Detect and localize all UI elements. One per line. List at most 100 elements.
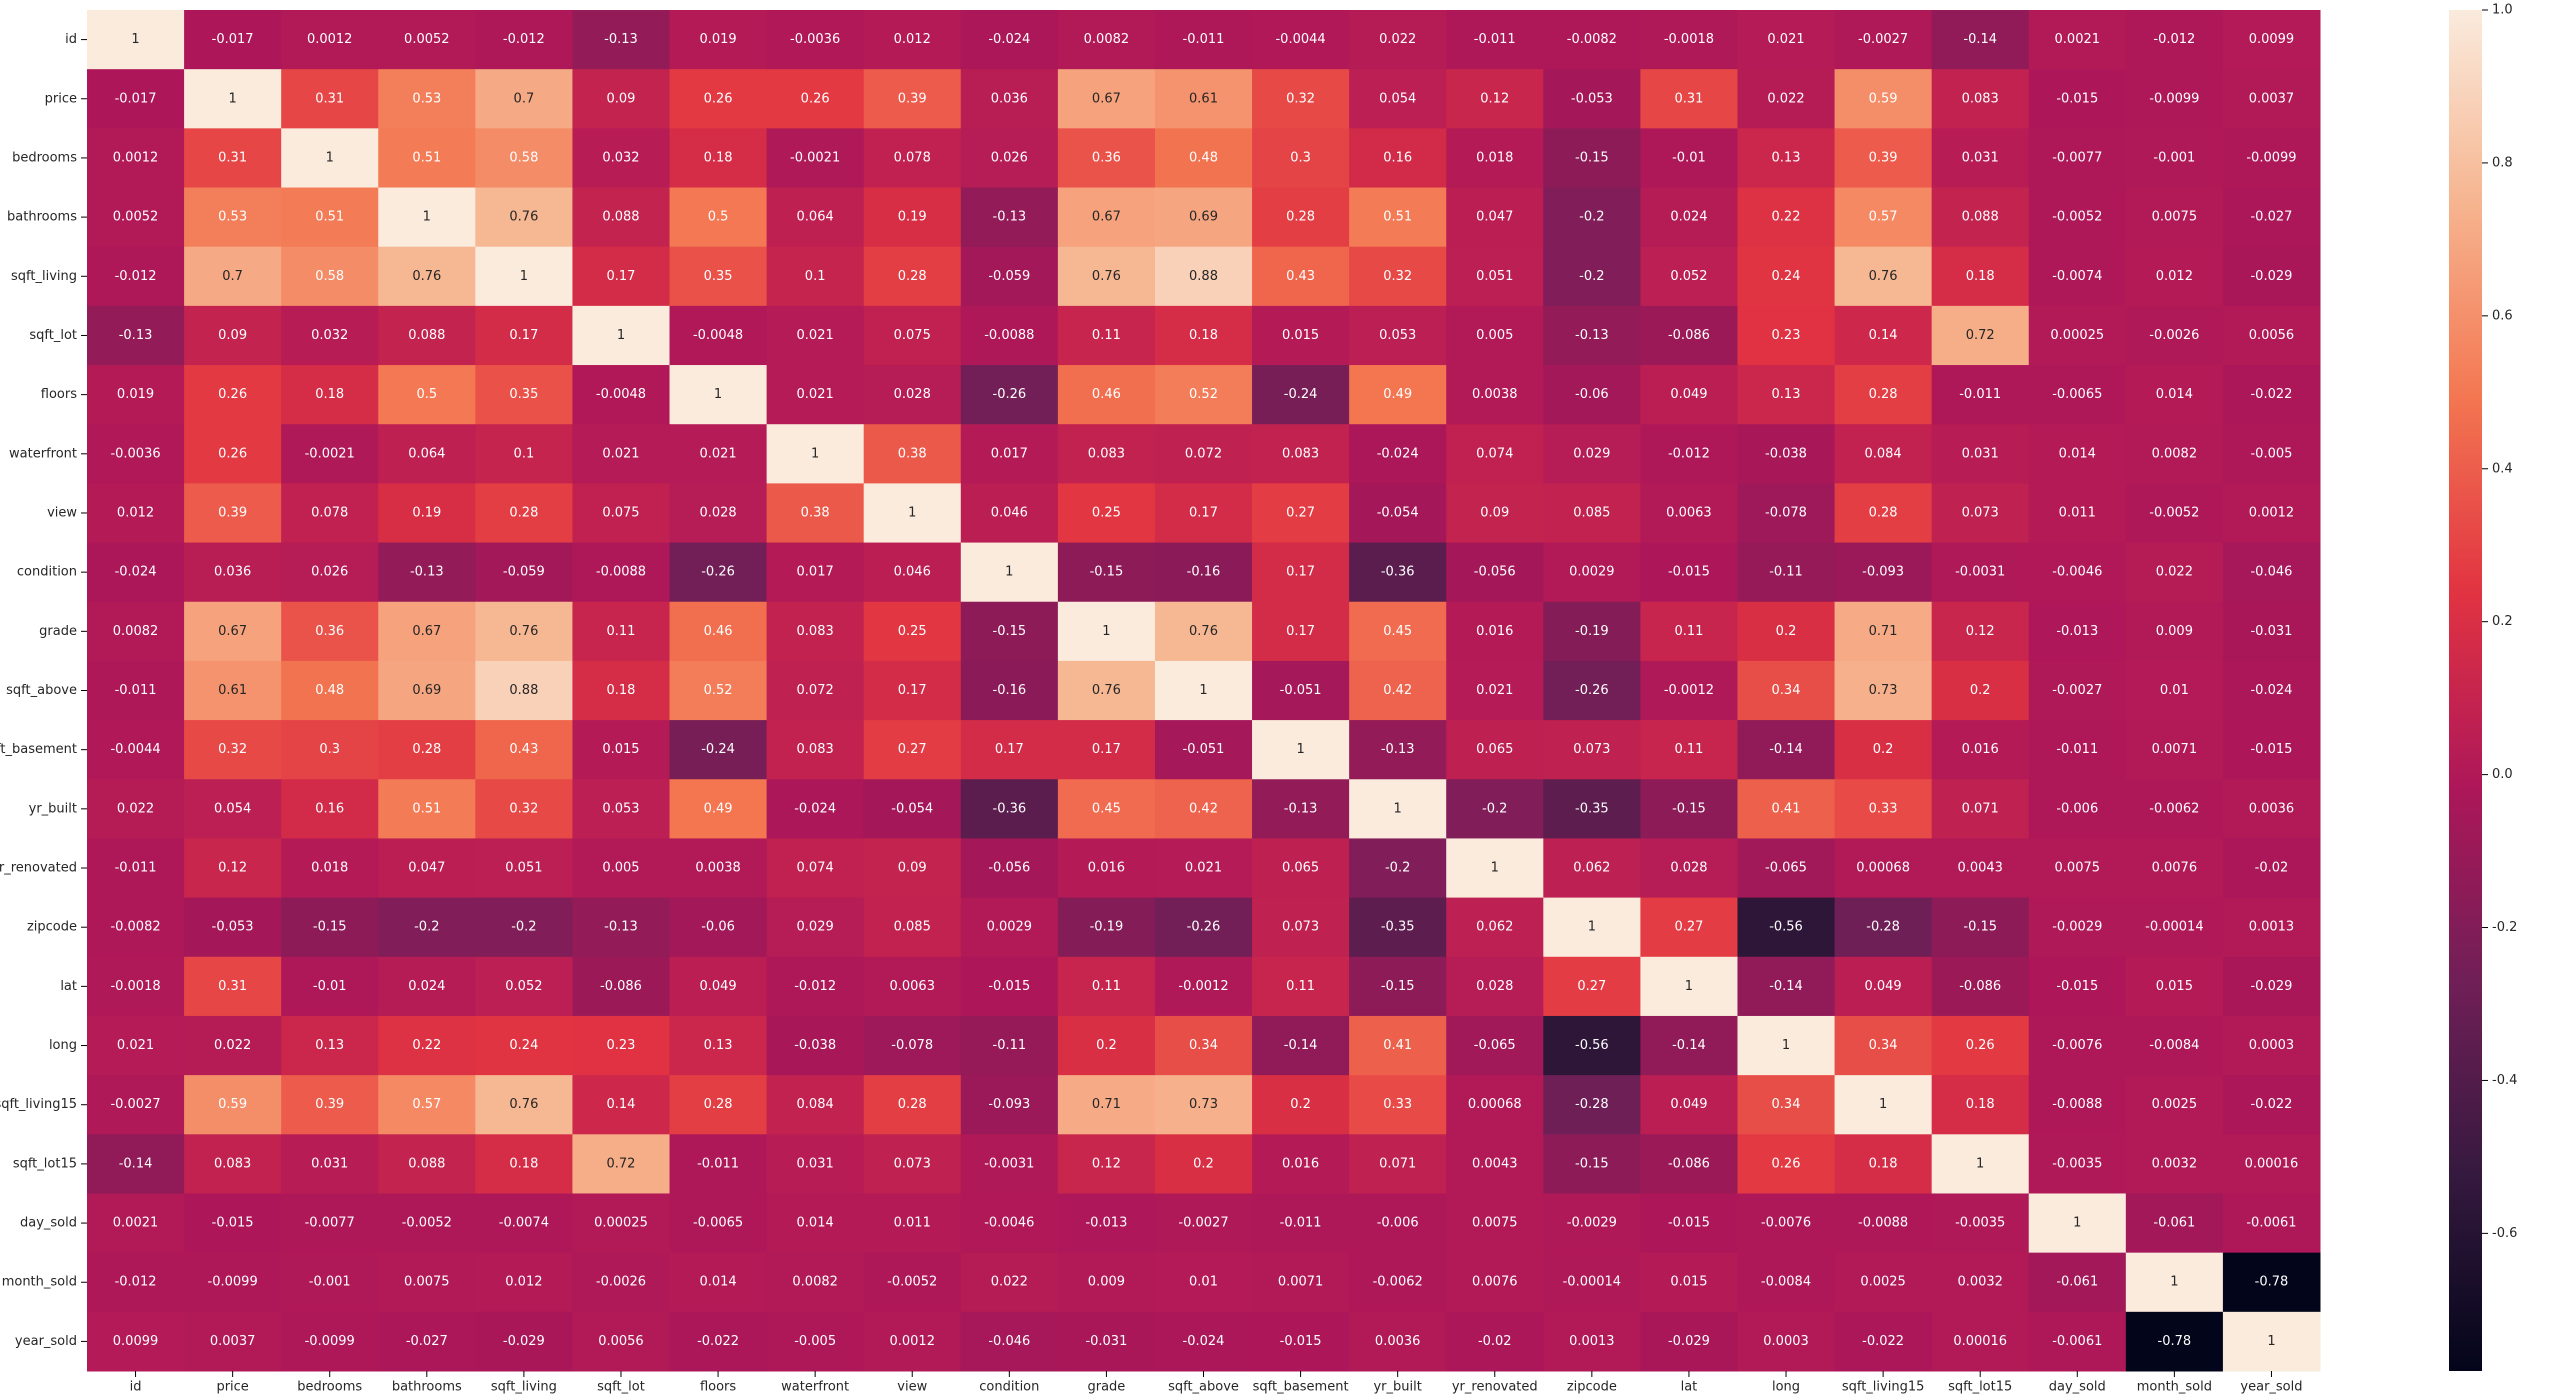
heatmap-cell xyxy=(1057,779,1156,839)
cell-label: 0.073 xyxy=(1962,505,1999,520)
heatmap-cell xyxy=(766,660,865,721)
heatmap-cell xyxy=(475,424,573,484)
cell-label: 0.074 xyxy=(1476,446,1513,461)
heatmap-cell xyxy=(475,956,573,1017)
cell-label: 0.1 xyxy=(514,446,535,461)
cell-label: -0.012 xyxy=(503,32,545,47)
heatmap-cell xyxy=(960,365,1059,425)
heatmap-cell xyxy=(475,1075,573,1135)
cell-label: 0.46 xyxy=(704,624,733,639)
heatmap-cell xyxy=(1737,365,1836,425)
heatmap-cell xyxy=(1252,956,1350,1017)
cell-label: -0.0048 xyxy=(596,387,646,402)
cell-label: 0.49 xyxy=(1383,387,1412,402)
cell-label: 0.69 xyxy=(412,683,441,698)
heatmap-cell xyxy=(1834,720,1933,780)
cell-label: -0.015 xyxy=(2056,979,2098,994)
cell-label: 0.26 xyxy=(218,446,247,461)
heatmap-cell xyxy=(1931,1311,2030,1372)
heatmap-cell xyxy=(669,1252,768,1313)
cell-label: 0.36 xyxy=(1092,150,1121,165)
heatmap-cell xyxy=(87,305,185,366)
cell-label: 0.34 xyxy=(1189,1038,1218,1053)
cell-label: 0.015 xyxy=(1282,328,1319,343)
heatmap-cell xyxy=(2028,483,2127,544)
heatmap-cell xyxy=(87,69,185,129)
heatmap-cell xyxy=(184,720,282,780)
heatmap-cell xyxy=(1931,1252,2030,1313)
cell-label: 0.31 xyxy=(1674,91,1703,106)
heatmap-cell xyxy=(1154,69,1253,129)
heatmap-cell xyxy=(87,246,185,307)
cell-label: -0.00014 xyxy=(1563,1275,1621,1290)
heatmap-cell xyxy=(184,601,282,662)
heatmap-cell xyxy=(572,483,671,544)
heatmap-cell xyxy=(960,1075,1059,1135)
cell-label: 0.083 xyxy=(797,624,834,639)
heatmap-cell xyxy=(2028,1075,2127,1135)
cell-label: 1 xyxy=(1394,801,1402,816)
heatmap-cell xyxy=(1640,601,1738,662)
cell-label: 0.018 xyxy=(1476,150,1513,165)
heatmap-cell xyxy=(1931,1134,2030,1194)
heatmap-cell xyxy=(1834,10,1933,70)
cell-label: -0.13 xyxy=(604,32,638,47)
heatmap-cell xyxy=(1154,601,1253,662)
cell-label: -0.059 xyxy=(988,269,1030,284)
cell-label: 0.065 xyxy=(1476,742,1513,757)
heatmap-cell xyxy=(1640,1193,1738,1254)
cell-label: 0.011 xyxy=(894,1216,931,1231)
y-tick-label: yr_built xyxy=(29,801,77,816)
cell-label: 0.0037 xyxy=(210,1334,256,1349)
cell-label: 0.075 xyxy=(602,505,639,520)
cell-label: -0.13 xyxy=(410,565,444,580)
heatmap-cell xyxy=(378,1252,476,1313)
heatmap-cell xyxy=(1446,1134,1544,1194)
cell-label: -0.086 xyxy=(1668,1156,1710,1171)
heatmap-cell xyxy=(1640,660,1738,721)
cell-label: -0.031 xyxy=(2250,624,2292,639)
x-tick-label: floors xyxy=(700,1380,736,1395)
heatmap-cell xyxy=(475,128,573,189)
heatmap-cell xyxy=(2222,187,2321,248)
heatmap-cell xyxy=(572,779,671,839)
cell-label: 0.2 xyxy=(1970,683,1991,698)
cell-label: 0.022 xyxy=(214,1038,251,1053)
x-tick-label: day_sold xyxy=(2049,1380,2106,1395)
cell-label: 0.0021 xyxy=(2055,32,2101,47)
heatmap-cell xyxy=(2222,1134,2321,1194)
x-tick-label: lat xyxy=(1681,1380,1698,1395)
cell-label: 0.009 xyxy=(1088,1275,1125,1290)
cell-label: 0.73 xyxy=(1189,1097,1218,1112)
cell-label: 0.022 xyxy=(991,1275,1028,1290)
heatmap-cell xyxy=(2125,601,2224,662)
heatmap-cell xyxy=(960,956,1059,1017)
cell-label: 0.074 xyxy=(797,861,834,876)
heatmap-cell xyxy=(863,1252,962,1313)
cell-label: -0.24 xyxy=(1284,387,1318,402)
cell-label: 0.016 xyxy=(1282,1156,1319,1171)
cell-label: 0.029 xyxy=(1573,446,1610,461)
heatmap-cell xyxy=(1737,1311,1836,1372)
heatmap-cell xyxy=(766,10,865,70)
heatmap-cell xyxy=(960,660,1059,721)
heatmap-cell xyxy=(1640,246,1738,307)
colorbar xyxy=(2449,10,2482,1371)
cell-label: 0.52 xyxy=(1189,387,1218,402)
heatmap-cell xyxy=(2125,128,2224,189)
cell-label: 0.084 xyxy=(1864,446,1901,461)
heatmap-cell xyxy=(1640,1134,1738,1194)
heatmap-cell xyxy=(281,1075,379,1135)
cell-label: -0.0036 xyxy=(110,446,160,461)
cell-label: 0.0038 xyxy=(695,861,741,876)
heatmap-cell xyxy=(2222,1193,2321,1254)
heatmap-cell xyxy=(1737,838,1836,899)
cell-label: 0.014 xyxy=(2059,446,2096,461)
heatmap-cell xyxy=(281,1311,379,1372)
heatmap-cell xyxy=(281,1015,379,1076)
cell-label: 0.11 xyxy=(607,624,636,639)
heatmap-cell xyxy=(1154,1134,1253,1194)
heatmap-cell xyxy=(1931,720,2030,780)
heatmap-cell xyxy=(184,1134,282,1194)
cell-label: 0.88 xyxy=(1189,269,1218,284)
